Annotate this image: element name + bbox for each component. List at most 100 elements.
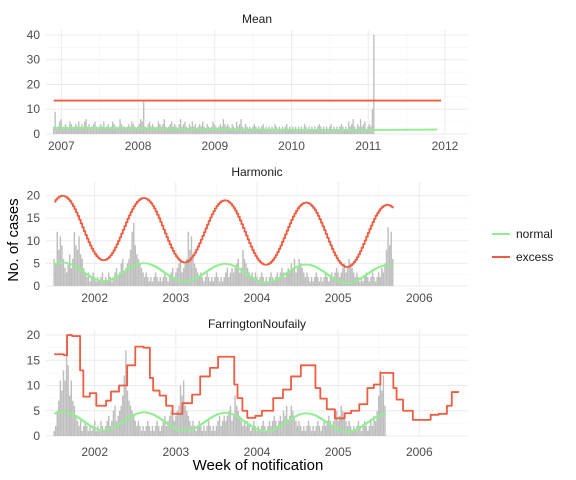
bar <box>364 121 366 134</box>
bar <box>223 415 225 436</box>
normal-line <box>54 410 386 433</box>
bar <box>207 126 210 134</box>
bar <box>331 272 333 286</box>
bar <box>215 126 217 134</box>
bar <box>246 267 249 286</box>
bar <box>315 425 318 436</box>
bar <box>116 129 118 134</box>
bar <box>85 119 87 134</box>
bar <box>181 272 183 286</box>
bar <box>295 420 297 436</box>
bar <box>381 390 383 436</box>
bar <box>176 267 179 286</box>
bar <box>159 430 161 436</box>
bar <box>109 276 112 286</box>
bar <box>284 415 286 436</box>
legend-label-normal: normal <box>516 227 553 241</box>
bar <box>345 272 347 286</box>
bar <box>354 430 357 436</box>
bar <box>117 276 119 286</box>
bar <box>262 420 264 436</box>
bar <box>352 119 354 134</box>
bar <box>250 129 253 134</box>
bar <box>79 420 82 436</box>
bar <box>301 267 303 286</box>
bar <box>202 121 204 134</box>
bar <box>256 430 258 436</box>
bar <box>185 126 188 134</box>
bar <box>206 272 208 286</box>
legend: normal excess <box>492 227 553 264</box>
bar <box>299 129 301 134</box>
bar <box>110 126 112 134</box>
bar <box>269 129 272 134</box>
bar <box>216 129 219 134</box>
bar <box>292 267 294 286</box>
bar <box>312 281 314 286</box>
bar <box>184 263 186 286</box>
bar <box>351 267 353 286</box>
y-tick-label: 10 <box>27 234 41 248</box>
bar <box>374 420 377 436</box>
bar <box>189 249 191 286</box>
bar <box>312 129 315 134</box>
bar <box>196 272 199 286</box>
bar <box>371 425 374 436</box>
bar <box>84 272 87 286</box>
bar <box>235 263 238 286</box>
bar <box>58 249 60 286</box>
bar <box>157 281 160 286</box>
bar <box>150 126 152 134</box>
bar <box>100 124 102 134</box>
bar <box>190 126 192 134</box>
bar <box>186 410 188 436</box>
bar <box>175 126 177 134</box>
x-tick-label: 2007 <box>48 139 75 153</box>
bar <box>166 129 168 134</box>
bar <box>182 267 185 286</box>
bar <box>168 276 171 286</box>
bar <box>381 267 383 286</box>
bar <box>101 272 104 286</box>
bar <box>327 129 329 134</box>
bar <box>290 405 293 436</box>
bar <box>304 430 307 436</box>
y-tick-label: 30 <box>27 53 41 67</box>
bar <box>254 425 257 436</box>
bar <box>132 415 135 436</box>
bar <box>160 126 163 134</box>
bar <box>348 420 350 436</box>
bar <box>84 420 87 436</box>
bar <box>329 276 332 286</box>
excess-line <box>54 194 394 268</box>
bar <box>176 129 179 134</box>
bar <box>66 126 68 134</box>
bar <box>232 272 235 286</box>
bar <box>270 272 272 286</box>
bar <box>61 390 63 436</box>
bar <box>165 425 168 436</box>
bar <box>323 276 325 286</box>
bar <box>112 276 115 286</box>
bar <box>228 126 230 134</box>
y-tick-label: 20 <box>27 328 41 342</box>
bar <box>203 425 205 436</box>
bar <box>253 276 255 286</box>
bar <box>214 276 216 286</box>
bar <box>272 129 275 134</box>
bar <box>57 126 59 134</box>
bar <box>340 124 343 134</box>
bar <box>59 380 62 436</box>
bar <box>217 420 219 436</box>
bar <box>289 272 291 286</box>
bar <box>159 276 161 286</box>
bar <box>154 129 157 134</box>
bar <box>237 410 239 436</box>
bar <box>76 126 78 134</box>
bar <box>204 276 207 286</box>
bar <box>263 129 266 134</box>
y-tick-label: 0 <box>33 429 40 443</box>
bar <box>239 272 241 286</box>
bar <box>373 34 375 135</box>
